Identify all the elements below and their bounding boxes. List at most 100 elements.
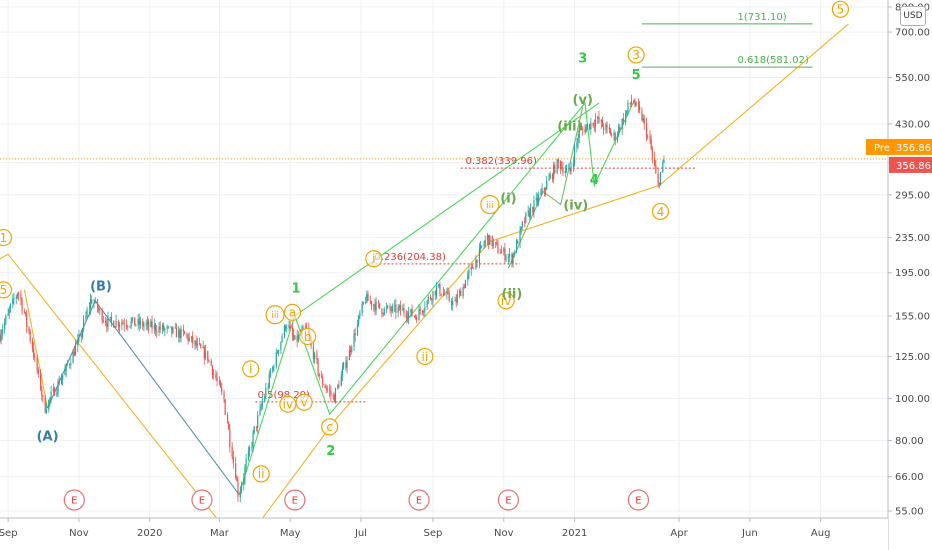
candle-body: [66, 364, 68, 365]
candle-body: [216, 377, 218, 381]
candle-body: [512, 253, 514, 264]
wave-label: 4: [590, 173, 599, 188]
candle-body: [353, 333, 355, 347]
candle-body: [276, 352, 279, 354]
candle-body: [603, 126, 605, 131]
candle-body: [402, 308, 404, 311]
x-tick-label: Apr: [670, 528, 688, 539]
candle-body: [118, 325, 121, 327]
candle-body: [12, 298, 14, 304]
candle-body: [123, 323, 125, 326]
candle-body: [88, 308, 90, 310]
candle-body: [557, 159, 559, 162]
candle-body: [267, 387, 269, 388]
candle-body: [634, 102, 636, 106]
candle-body: [489, 235, 491, 245]
candle-body: [247, 450, 250, 460]
candle-body: [329, 389, 331, 391]
candle-body: [115, 320, 117, 327]
candle-body: [153, 324, 155, 329]
candle-body: [407, 312, 410, 319]
candle-body: [122, 322, 124, 324]
candle-body: [562, 167, 564, 174]
candle-body: [585, 126, 587, 133]
candle-body: [289, 325, 291, 329]
fib-level-label: 0.236(204.38): [374, 252, 446, 263]
candle-body: [500, 251, 503, 254]
candle-body: [313, 353, 316, 359]
candle-body: [608, 126, 611, 130]
candle-body: [573, 147, 576, 163]
candle-body: [650, 139, 652, 149]
candle-body: [4, 322, 6, 330]
candle-body: [196, 343, 198, 346]
candle-body: [312, 346, 315, 359]
candle-body: [586, 124, 588, 127]
candle-body: [479, 245, 482, 249]
candle-body: [81, 329, 84, 337]
candle-body: [413, 315, 415, 317]
candle-body: [460, 291, 462, 297]
candle-body: [637, 102, 640, 107]
candle-body: [385, 307, 388, 309]
candle-body: [622, 118, 624, 123]
candle-body: [31, 340, 34, 349]
price-axis[interactable]: 55.00 66.00 80.00 100.00 125.00 155.00 195.00 2…: [887, 0, 932, 550]
candle-body: [158, 326, 160, 333]
y-tick-label: 55.00: [895, 507, 924, 518]
currency-badge[interactable]: USD: [900, 6, 926, 26]
candle-body: [597, 116, 599, 120]
candle-body: [434, 291, 436, 296]
grid-lines: [0, 0, 888, 518]
candle-body: [154, 324, 157, 331]
earnings-event-label: E: [199, 496, 205, 507]
price-axis-bg: [888, 0, 932, 550]
wave-label-circle: [321, 418, 339, 436]
wave-line: [0, 253, 220, 522]
candle-body: [190, 336, 193, 338]
candle-body: [277, 349, 280, 354]
candle-body: [147, 321, 150, 327]
candle-body: [146, 321, 149, 324]
candle-body: [186, 333, 188, 335]
candle-body: [374, 304, 376, 311]
candle-body: [432, 291, 434, 301]
candle-body: [440, 294, 442, 296]
candle-body: [325, 387, 327, 390]
candle-body: [471, 266, 474, 269]
candle-body: [541, 188, 543, 193]
candle-body: [77, 339, 79, 346]
candle-body: [515, 240, 518, 253]
candle-body: [172, 327, 174, 333]
candle-body: [390, 309, 392, 312]
candle-body: [204, 350, 207, 359]
candle-body: [584, 129, 586, 133]
candle-body: [174, 327, 176, 329]
candle-body: [462, 287, 464, 297]
candle-body: [93, 302, 95, 304]
wave-label: v: [301, 396, 308, 410]
candle-body: [48, 400, 50, 410]
wave-label: 5: [632, 68, 641, 83]
candle-body: [304, 326, 306, 328]
candle-body: [36, 358, 38, 370]
time-axis[interactable]: Sep Nov 2020 Mar May Jul Sep Nov 2021 Apr Jun Aug: [0, 517, 888, 550]
candle-body: [334, 388, 337, 403]
wave-label: c: [326, 420, 333, 434]
candle-body: [538, 194, 540, 202]
candle-body: [565, 168, 568, 171]
candle-body: [478, 248, 481, 263]
candle-body: [455, 300, 457, 303]
candle-body: [511, 254, 513, 264]
candle-body: [606, 124, 608, 127]
candle-body: [200, 344, 202, 348]
candle-body: [570, 166, 572, 172]
candle-body: [496, 242, 498, 244]
candle-body: [580, 128, 583, 130]
candle-body: [195, 340, 197, 346]
wave-line: [294, 102, 600, 317]
candle-body: [590, 122, 592, 130]
candle-body: [232, 456, 234, 464]
